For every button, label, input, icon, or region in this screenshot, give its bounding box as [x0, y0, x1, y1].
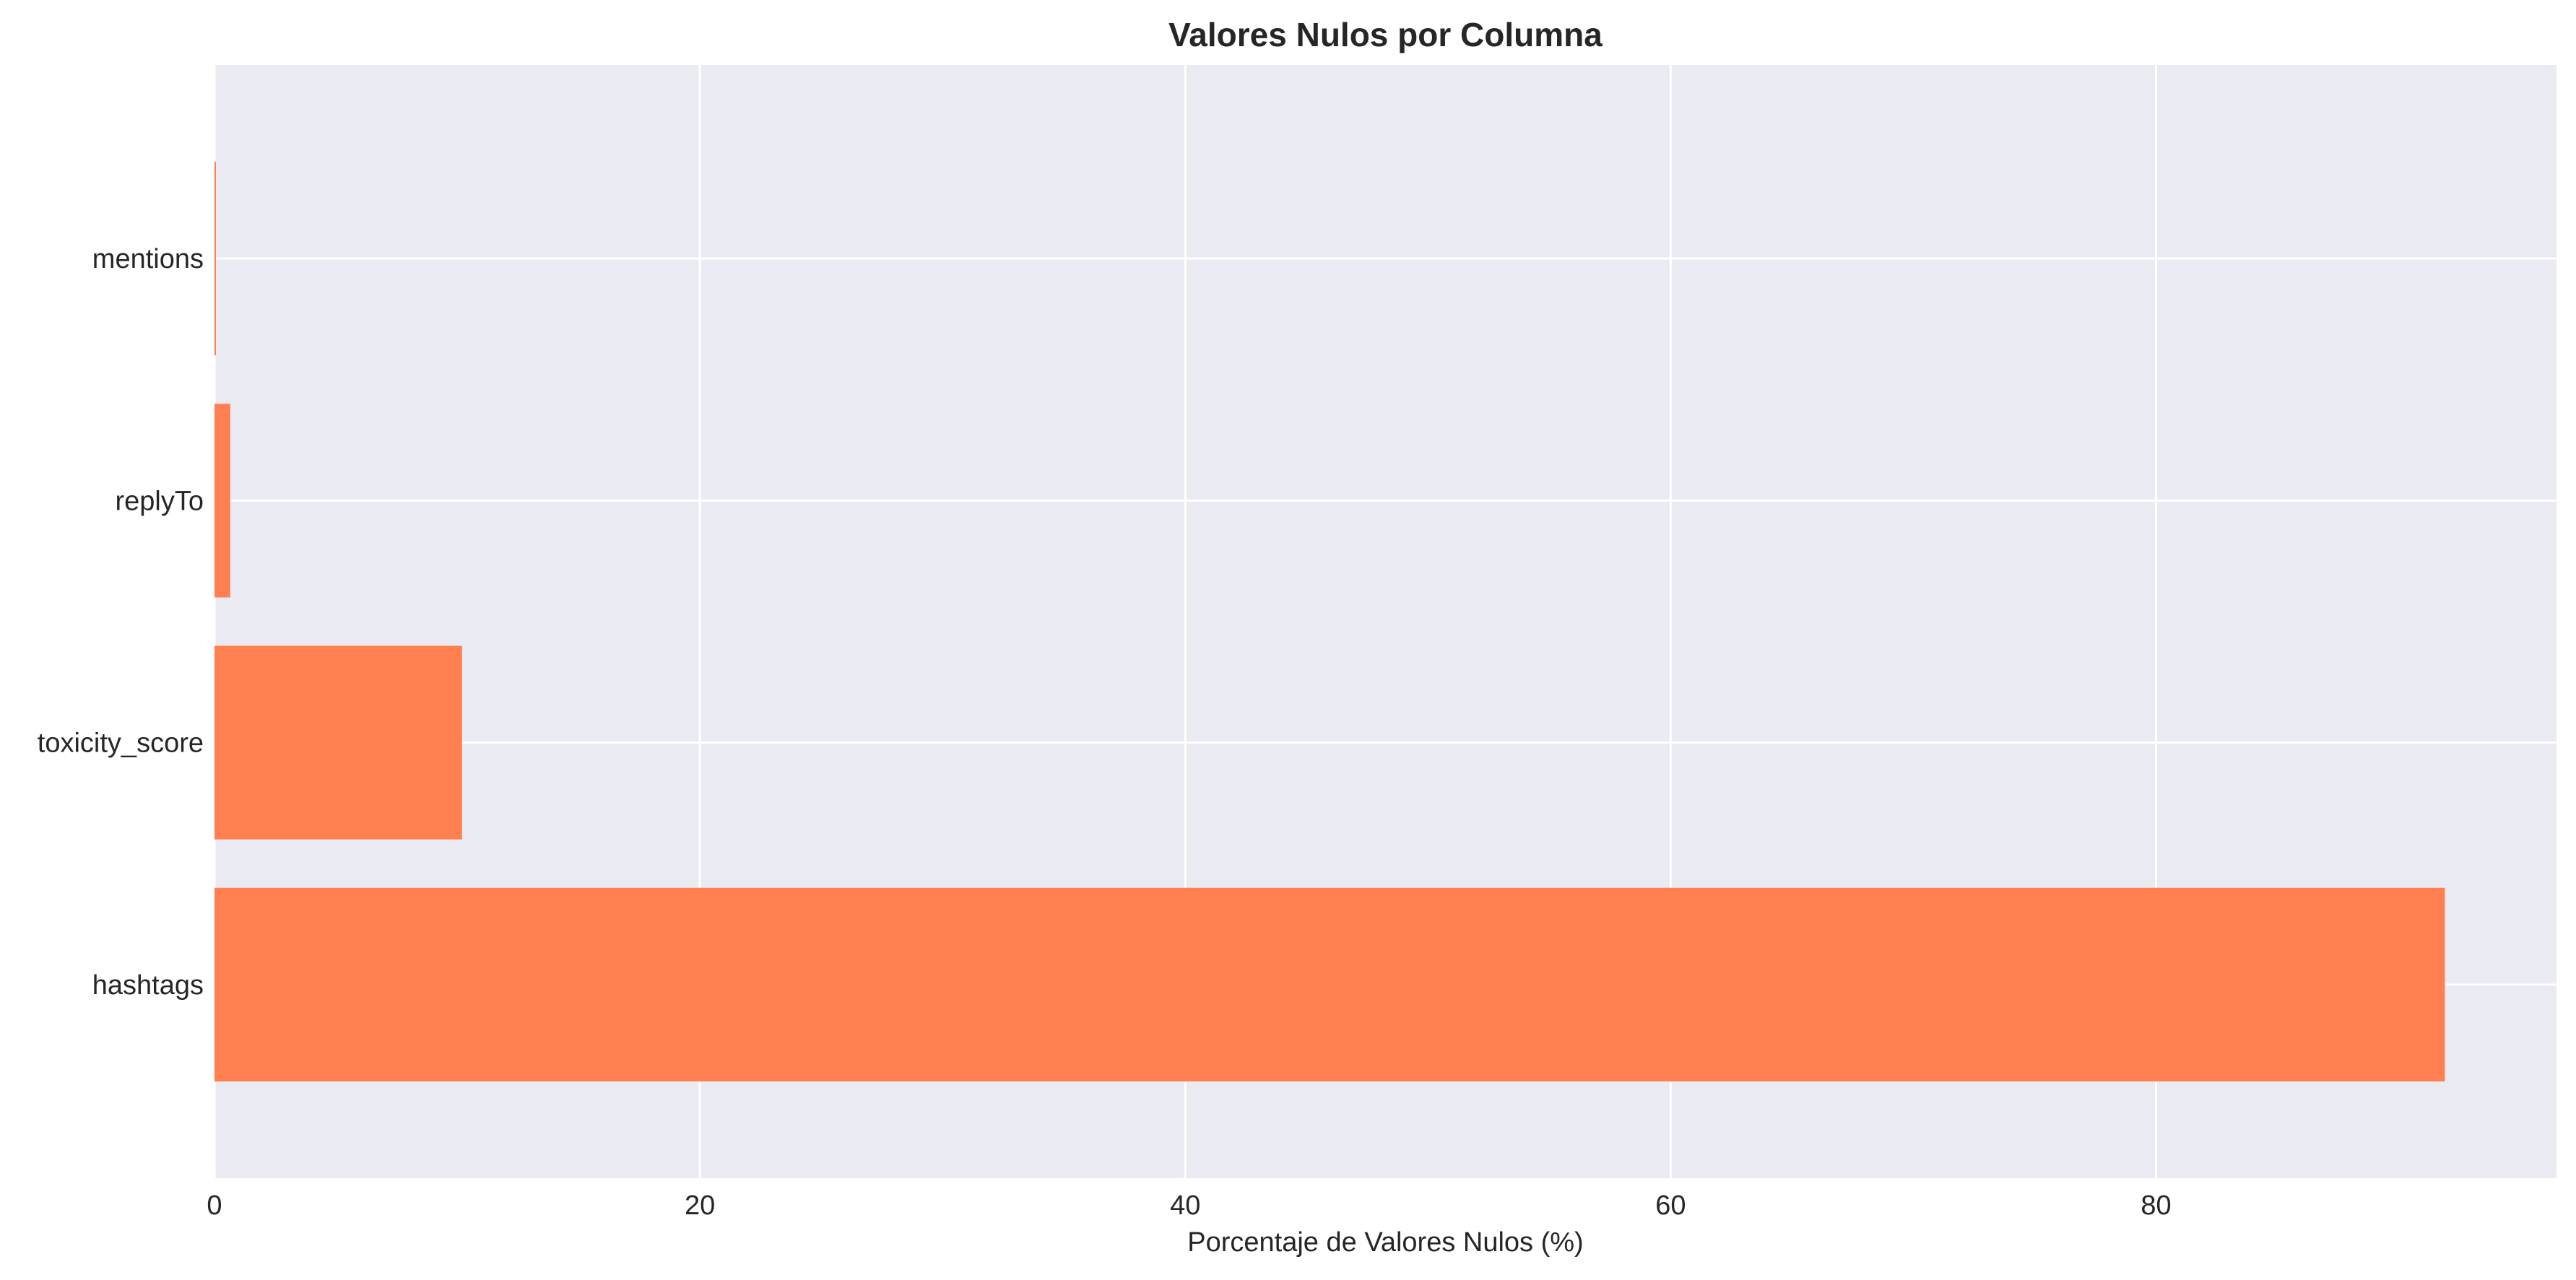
x-tick-label: 40 — [1170, 1190, 1200, 1221]
y-tick-labels: hashtags toxicity_score replyTo mentions — [38, 244, 204, 1001]
bar-mentions — [214, 162, 216, 356]
chart-title: Valores Nulos por Columna — [1168, 16, 1603, 53]
y-tick-label: replyTo — [116, 486, 204, 516]
y-tick-label: toxicity_score — [38, 728, 204, 759]
x-axis-label: Porcentaje de Valores Nulos (%) — [1187, 1227, 1583, 1258]
x-tick-label: 20 — [685, 1190, 715, 1221]
bar-replyto — [214, 404, 230, 598]
x-tick-label: 80 — [2141, 1190, 2171, 1221]
x-tick-label: 60 — [1655, 1190, 1686, 1221]
y-tick-label: mentions — [92, 244, 204, 274]
x-tick-label: 0 — [207, 1190, 222, 1221]
y-tick-label: hashtags — [92, 970, 204, 1001]
x-tick-labels: 0 20 40 60 80 — [207, 1190, 2171, 1221]
bar-hashtags — [214, 887, 2445, 1081]
bar-toxicity-score — [214, 645, 462, 840]
bars — [214, 162, 2445, 1081]
